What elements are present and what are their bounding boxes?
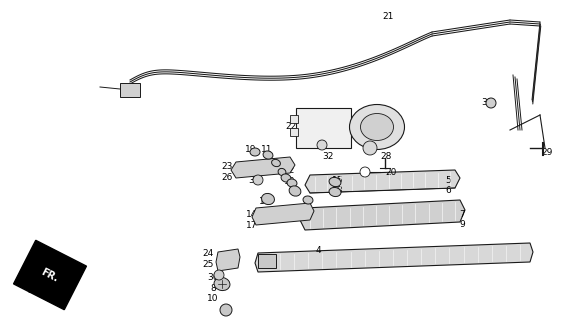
Text: 2: 2 — [305, 196, 311, 205]
Text: 30: 30 — [248, 176, 260, 185]
Text: 8: 8 — [210, 284, 216, 293]
Polygon shape — [252, 203, 314, 225]
Text: 9: 9 — [459, 220, 465, 229]
Polygon shape — [255, 243, 533, 272]
Ellipse shape — [272, 159, 280, 167]
Text: 32: 32 — [323, 152, 334, 161]
Circle shape — [214, 270, 224, 280]
Ellipse shape — [361, 114, 394, 140]
Text: 11: 11 — [261, 145, 273, 154]
Ellipse shape — [250, 148, 260, 156]
Text: 24: 24 — [203, 249, 213, 258]
Text: 21: 21 — [383, 12, 394, 21]
Text: 19: 19 — [270, 158, 282, 167]
Text: 25: 25 — [203, 260, 213, 269]
Ellipse shape — [350, 105, 404, 149]
Text: 7: 7 — [459, 210, 465, 219]
Text: 30: 30 — [481, 98, 493, 107]
Text: 29: 29 — [541, 148, 553, 157]
Polygon shape — [305, 170, 460, 193]
Text: 19: 19 — [245, 145, 257, 154]
Ellipse shape — [281, 174, 291, 182]
Text: 27: 27 — [358, 138, 370, 147]
Text: FR.: FR. — [40, 267, 60, 284]
Text: 6: 6 — [445, 186, 451, 195]
Ellipse shape — [329, 177, 341, 187]
Text: 18: 18 — [332, 186, 344, 195]
Text: 12: 12 — [284, 166, 295, 175]
Circle shape — [317, 140, 327, 150]
Ellipse shape — [278, 168, 286, 176]
Text: 22: 22 — [286, 122, 297, 131]
Bar — [296, 108, 351, 148]
Text: 26: 26 — [222, 173, 233, 182]
Circle shape — [360, 167, 370, 177]
Circle shape — [363, 141, 377, 155]
Text: 17: 17 — [246, 221, 258, 230]
Text: 31: 31 — [314, 138, 326, 147]
Ellipse shape — [486, 98, 496, 108]
Ellipse shape — [289, 186, 301, 196]
Text: 14: 14 — [246, 210, 258, 219]
Text: 23: 23 — [222, 162, 233, 171]
Ellipse shape — [263, 151, 273, 159]
Text: 15: 15 — [332, 176, 344, 185]
Ellipse shape — [261, 193, 275, 204]
Circle shape — [253, 175, 263, 185]
Text: 28: 28 — [380, 152, 392, 161]
Text: 16: 16 — [259, 197, 271, 206]
Text: 3: 3 — [221, 308, 227, 317]
Bar — [120, 83, 140, 97]
Ellipse shape — [329, 188, 341, 196]
Ellipse shape — [303, 196, 313, 204]
Ellipse shape — [287, 179, 297, 187]
Ellipse shape — [214, 277, 230, 291]
Bar — [258, 254, 276, 268]
Bar — [290, 128, 298, 136]
Text: 30: 30 — [207, 273, 219, 282]
Text: 10: 10 — [207, 294, 219, 303]
Polygon shape — [231, 157, 295, 178]
Text: 4: 4 — [315, 246, 321, 255]
Text: 20: 20 — [385, 168, 397, 177]
Text: 13: 13 — [284, 177, 296, 186]
Polygon shape — [216, 249, 240, 271]
Text: 5: 5 — [445, 176, 451, 185]
Polygon shape — [300, 200, 465, 230]
Text: 1: 1 — [292, 185, 298, 194]
Bar — [290, 115, 298, 123]
Circle shape — [220, 304, 232, 316]
